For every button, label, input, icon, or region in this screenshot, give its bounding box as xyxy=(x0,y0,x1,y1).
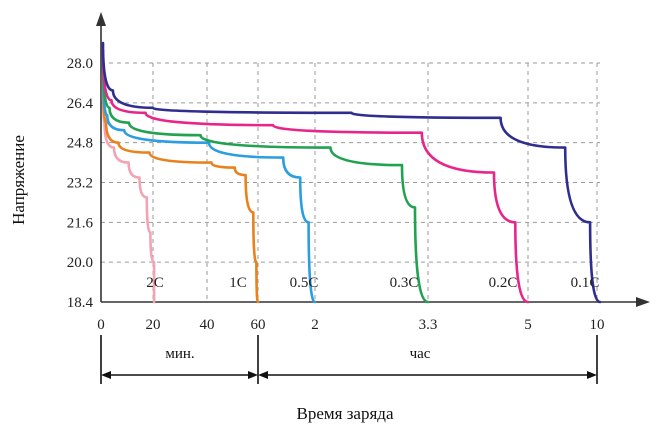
x-tick-label: 0 xyxy=(97,317,105,333)
rate-label: 0.5C xyxy=(290,275,319,291)
x-tick-label: 20 xyxy=(146,317,161,333)
rate-label: 2C xyxy=(146,275,164,291)
y-tick-label: 26.4 xyxy=(67,96,94,112)
x-tick-label: 5 xyxy=(524,317,532,333)
y-tick-label: 21.6 xyxy=(67,215,94,231)
hours-arrow-left-head xyxy=(258,371,268,379)
hours-arrow-right-head xyxy=(587,371,597,379)
series-line-0_2C xyxy=(101,49,530,304)
y-axis-arrow xyxy=(96,12,106,26)
y-tick-label: 18.4 xyxy=(67,295,94,311)
rate-label: 0.3C xyxy=(390,275,419,291)
x-tick-label: 60 xyxy=(251,317,266,333)
axes xyxy=(96,12,650,307)
time-segments: мин. час xyxy=(100,335,598,384)
x-tick-label: 40 xyxy=(200,317,215,333)
minutes-arrow-left-head xyxy=(101,371,111,379)
y-ticks: 28.0 26.4 24.8 23.2 21.6 20.0 18.4 xyxy=(67,56,94,311)
x-axis-title: Время заряда xyxy=(297,404,394,423)
series-line-1C xyxy=(101,61,260,304)
series-lines xyxy=(101,41,602,304)
x-tick-label: 10 xyxy=(590,317,605,333)
minutes-label: мин. xyxy=(165,346,194,362)
y-tick-label: 23.2 xyxy=(67,176,93,192)
series-line-0_5C xyxy=(101,56,317,304)
x-ticks: 0 20 40 60 2 3.3 5 10 xyxy=(97,317,604,333)
series-line-2C xyxy=(101,71,156,304)
hours-label: час xyxy=(410,346,431,362)
rate-label: 0.2C xyxy=(489,275,518,291)
series-line-0_1C xyxy=(101,41,602,304)
y-tick-label: 28.0 xyxy=(67,56,93,72)
rate-label: 1C xyxy=(229,275,247,291)
rate-label: 0.1C xyxy=(571,275,600,291)
x-tick-label: 2 xyxy=(311,317,319,333)
grid xyxy=(101,62,600,302)
x-axis-arrow xyxy=(636,297,650,307)
y-tick-label: 24.8 xyxy=(67,136,93,152)
y-axis-title: Напряжение xyxy=(9,135,28,225)
rate-labels: 2C 1C 0.5C 0.3C 0.2C 0.1C xyxy=(146,275,599,291)
minutes-arrow-right-head xyxy=(248,371,258,379)
y-tick-label: 20.0 xyxy=(67,255,93,271)
series-line-0_3C xyxy=(101,54,430,304)
x-tick-label: 3.3 xyxy=(419,317,438,333)
